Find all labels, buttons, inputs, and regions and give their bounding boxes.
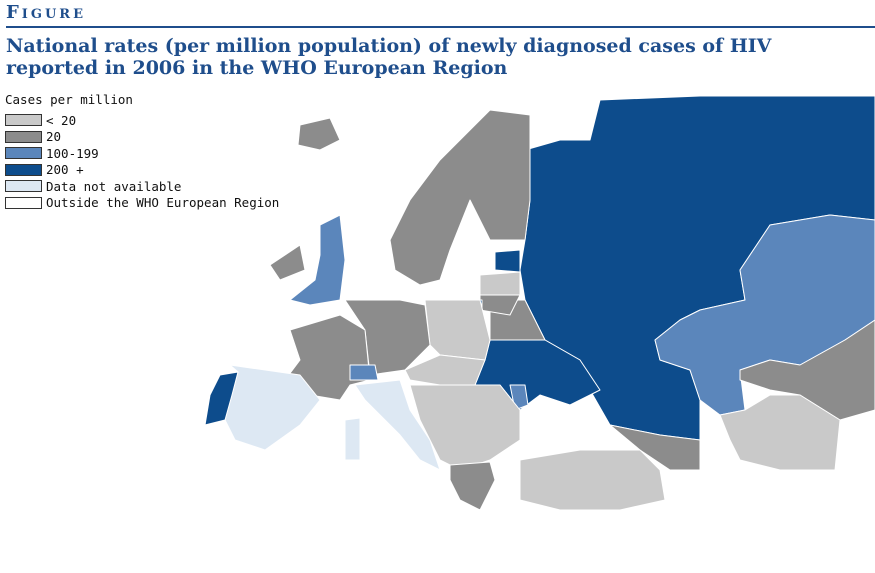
country [424,299,491,361]
legend-label: Outside the WHO European Region [46,195,280,211]
figure-label: Figure [6,2,87,23]
legend-swatch [5,130,42,143]
figure-title: National rates (per million population) … [6,35,772,79]
country [519,449,666,511]
country [297,117,341,151]
legend-label: 20 [46,129,62,145]
country [404,354,486,386]
country [349,364,379,381]
country [389,109,531,286]
legend-swatch [5,196,42,209]
legend-label: 100-199 [46,145,99,161]
country [269,244,306,281]
country [409,384,521,471]
legend-title: Cases per million [5,92,133,107]
country [354,379,441,471]
legend: Cases per million < 20 20 100-199 200 + Data… [5,92,279,211]
country [284,314,371,401]
country [479,271,521,296]
legend-item: Outside the WHO European Region [5,195,279,212]
legend-label: 200 + [46,162,84,178]
legend-item: 20 [5,129,279,146]
legend-swatch [5,114,42,127]
legend-swatch [5,163,42,176]
country [449,461,496,511]
country [494,249,521,273]
legend-item: 100-199 [5,145,279,162]
header-rule [6,26,875,28]
legend-swatch [5,180,42,193]
legend-items: < 20 20 100-199 200 + Data not available Outs… [5,112,279,211]
legend-label: < 20 [46,112,77,128]
legend-swatch [5,147,42,160]
legend-item: 200 + [5,162,279,179]
legend-label: Data not available [46,178,182,194]
legend-item: Data not available [5,178,279,195]
regions [204,95,875,511]
country [289,214,346,306]
country [204,371,239,426]
country [719,394,841,471]
country [344,417,361,461]
legend-item: < 20 [5,112,279,129]
